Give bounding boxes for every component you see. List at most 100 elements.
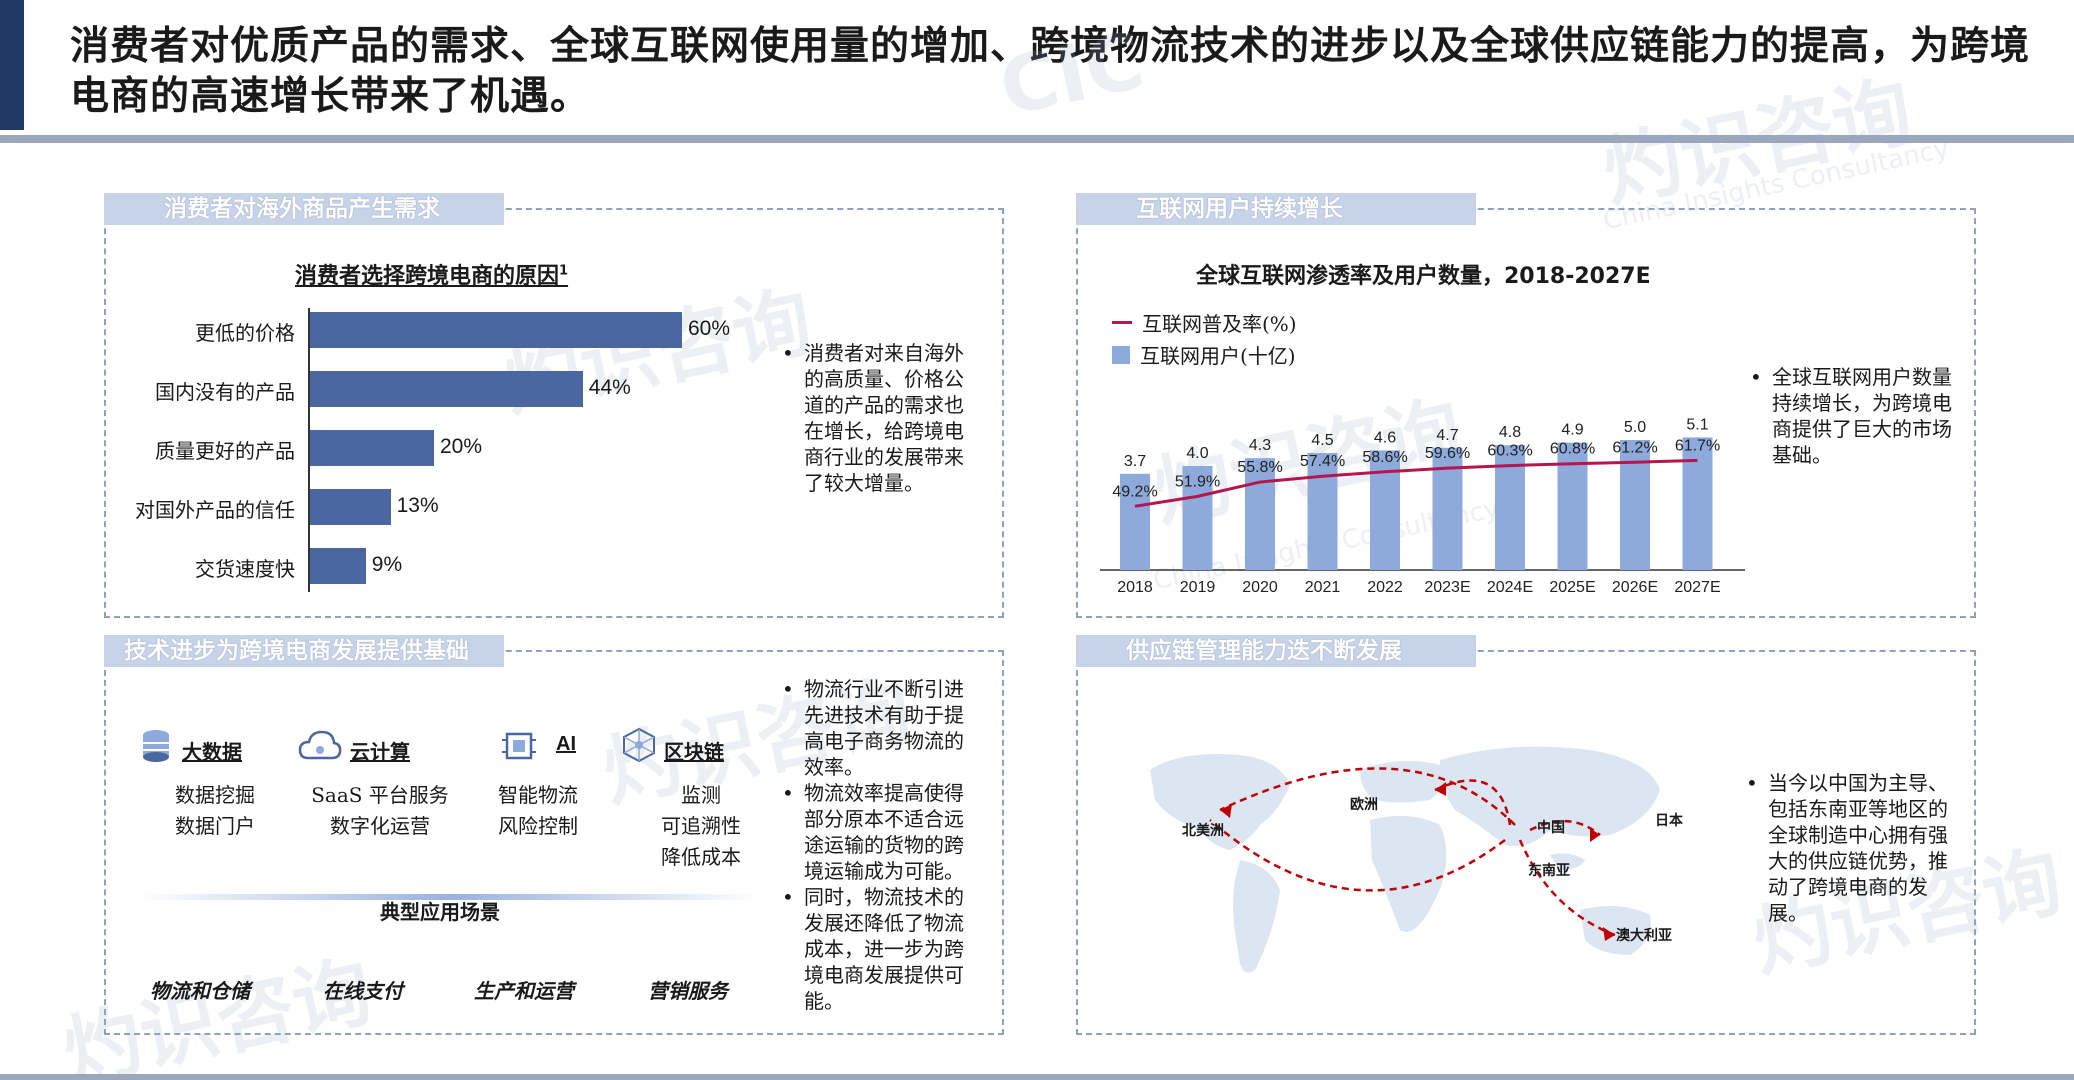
panel-supply <box>1076 650 1976 1035</box>
internet-penetration-line <box>1134 458 1698 508</box>
internet-line-value: 58.6% <box>1362 449 1407 466</box>
tech-name-cloud: 云计算 <box>350 740 410 764</box>
map-label-europe: 欧洲 <box>1350 797 1378 813</box>
internet-bar <box>1682 437 1713 570</box>
route-china-europe <box>1434 779 1512 826</box>
supply-bullets: 当今以中国为主导、包括东南亚等地区的全球制造中心拥有强大的供应链优势，推动了跨境… <box>1746 770 1956 926</box>
blockchain-icon <box>623 727 655 763</box>
demand-chart-title: 消费者选择跨境电商的原因1 <box>295 263 569 289</box>
tech-bullets: 物流行业不断引进先进技术有助于提高电子商务物流的效率。 物流效率提高使得部分原本… <box>782 676 982 1014</box>
demand-bar <box>310 489 391 525</box>
internet-x-tick: 2018 <box>1117 579 1153 596</box>
arrowhead <box>1220 804 1232 818</box>
internet-x-tick: 2025E <box>1549 579 1595 596</box>
world-map <box>1150 746 1660 973</box>
page-headline: 消费者对优质产品的需求、全球互联网使用量的增加、跨境物流技术的进步以及全球供应链… <box>70 24 2031 119</box>
arrowhead <box>1435 782 1446 796</box>
demand-bar <box>310 312 682 348</box>
panel-internet-tab: 互联网用户持续增长 <box>1076 193 1476 225</box>
internet-bar-value: 4.9 <box>1561 422 1583 439</box>
scene-item: 生产和运营 <box>474 979 574 1003</box>
internet-bullets: 全球互联网用户数量持续增长，为跨境电商提供了巨大的市场基础。 <box>1750 364 1955 468</box>
header-accent-bar <box>0 0 24 130</box>
panel-internet <box>1076 208 1976 618</box>
legend-line-swatch <box>1112 321 1132 324</box>
demand-bullet: 消费者对来自海外的高质量、价格公道的产品的需求也在增长，给跨境电商行业的发展带来… <box>782 340 982 496</box>
internet-x-tick: 2026E <box>1612 579 1658 596</box>
internet-line-value: 51.9% <box>1175 473 1220 490</box>
tech-item: 智能物流 <box>498 783 578 807</box>
internet-bar <box>1432 447 1463 570</box>
map-label-china: 中国 <box>1537 820 1565 836</box>
tech-item: 降低成本 <box>661 845 741 869</box>
chip-icon <box>502 732 536 760</box>
tech-item: 可追溯性 <box>661 814 741 838</box>
panel-supply-tab: 供应链管理能力迭不断发展 <box>1076 635 1476 667</box>
internet-bar <box>1182 466 1213 570</box>
internet-x-tick: 2022 <box>1367 579 1403 596</box>
tech-name-ai: AI <box>556 733 576 755</box>
scene-item: 物流和仓储 <box>150 979 250 1003</box>
map-label-north-america: 北美洲 <box>1182 823 1224 839</box>
internet-bar-value: 3.7 <box>1124 453 1146 470</box>
demand-bar-value: 13% <box>396 494 439 517</box>
internet-bullet: 全球互联网用户数量持续增长，为跨境电商提供了巨大的市场基础。 <box>1750 364 1955 468</box>
footer-divider <box>0 1074 2074 1080</box>
route-arrowheads <box>1220 782 1615 941</box>
internet-bar <box>1370 450 1400 570</box>
map-label-southeast-asia: 东南亚 <box>1528 863 1570 879</box>
internet-line-value: 61.2% <box>1612 439 1657 456</box>
internet-line-value: 60.8% <box>1550 441 1595 458</box>
demand-category-label: 交货速度快 <box>195 557 295 581</box>
demand-bar-value: 60% <box>688 317 731 340</box>
internet-bar <box>1620 440 1650 570</box>
internet-x-tick: 2021 <box>1305 579 1341 596</box>
internet-chart-title: 全球互联网渗透率及用户数量，2018-2027E <box>1196 264 1651 289</box>
world-map-land <box>1150 746 1660 973</box>
internet-bar <box>1557 442 1588 570</box>
demand-bar-value: 20% <box>440 435 483 458</box>
internet-line-value: 57.4% <box>1300 453 1345 470</box>
tech-item: 监测 <box>681 783 721 807</box>
scene-item: 营销服务 <box>648 979 728 1003</box>
arrowhead <box>1603 927 1615 941</box>
legend-line: 互联网普及率(%) <box>1112 308 1297 337</box>
internet-line-value: 59.6% <box>1425 445 1470 462</box>
tech-item: 数字化运营 <box>330 814 430 838</box>
demand-category-label: 国内没有的产品 <box>155 380 295 404</box>
internet-bar-value: 4.3 <box>1249 437 1271 454</box>
internet-line-value: 55.8% <box>1237 459 1282 476</box>
database-icon <box>143 730 169 762</box>
panel-demand <box>104 208 1004 618</box>
route-sea-northamerica <box>1209 819 1506 892</box>
internet-bar-value: 4.7 <box>1436 427 1458 444</box>
map-label-australia: 澳大利亚 <box>1616 928 1672 944</box>
legend-line-label: 互联网普及率(%) <box>1142 312 1297 336</box>
internet-bar-value: 5.1 <box>1686 416 1708 433</box>
internet-bar-value: 4.8 <box>1499 424 1521 441</box>
internet-x-tick: 2019 <box>1180 579 1216 596</box>
demand-bullets: 消费者对来自海外的高质量、价格公道的产品的需求也在增长，给跨境电商行业的发展带来… <box>782 340 982 496</box>
internet-line-value: 60.3% <box>1487 443 1532 460</box>
scene-title: 典型应用场景 <box>380 900 500 924</box>
arrowhead <box>1590 828 1600 842</box>
tech-item: 风险控制 <box>498 814 578 838</box>
panel-tech <box>104 650 1004 1035</box>
internet-bar-value: 4.0 <box>1186 445 1208 462</box>
trade-routes <box>1209 767 1616 937</box>
internet-bar <box>1120 473 1150 570</box>
route-china-japan <box>1529 819 1601 836</box>
internet-x-tick: 2020 <box>1242 579 1278 596</box>
legend-bar-label: 互联网用户(十亿) <box>1140 344 1296 368</box>
tech-bullet: 物流效率提高使得部分原本不适合远途运输的货物的跨境运输成为可能。 <box>782 780 982 884</box>
tech-item: SaaS 平台服务 <box>311 783 449 807</box>
internet-bar <box>1307 453 1338 570</box>
internet-x-tick: 2024E <box>1487 579 1533 596</box>
internet-combo-chart: 3.7 2018 4.0 2019 4.3 2020 4.5 2021 4.6 2022 4.7 20… <box>1100 416 1745 596</box>
internet-bar-value: 5.0 <box>1624 419 1646 436</box>
tech-name-blockchain: 区块链 <box>664 740 724 764</box>
route-china-northamerica <box>1219 767 1516 826</box>
panel-tech-tab: 技术进步为跨境电商发展提供基础 <box>104 635 504 667</box>
internet-line-value: 61.7% <box>1675 437 1720 454</box>
demand-category-label: 更低的价格 <box>195 321 295 345</box>
